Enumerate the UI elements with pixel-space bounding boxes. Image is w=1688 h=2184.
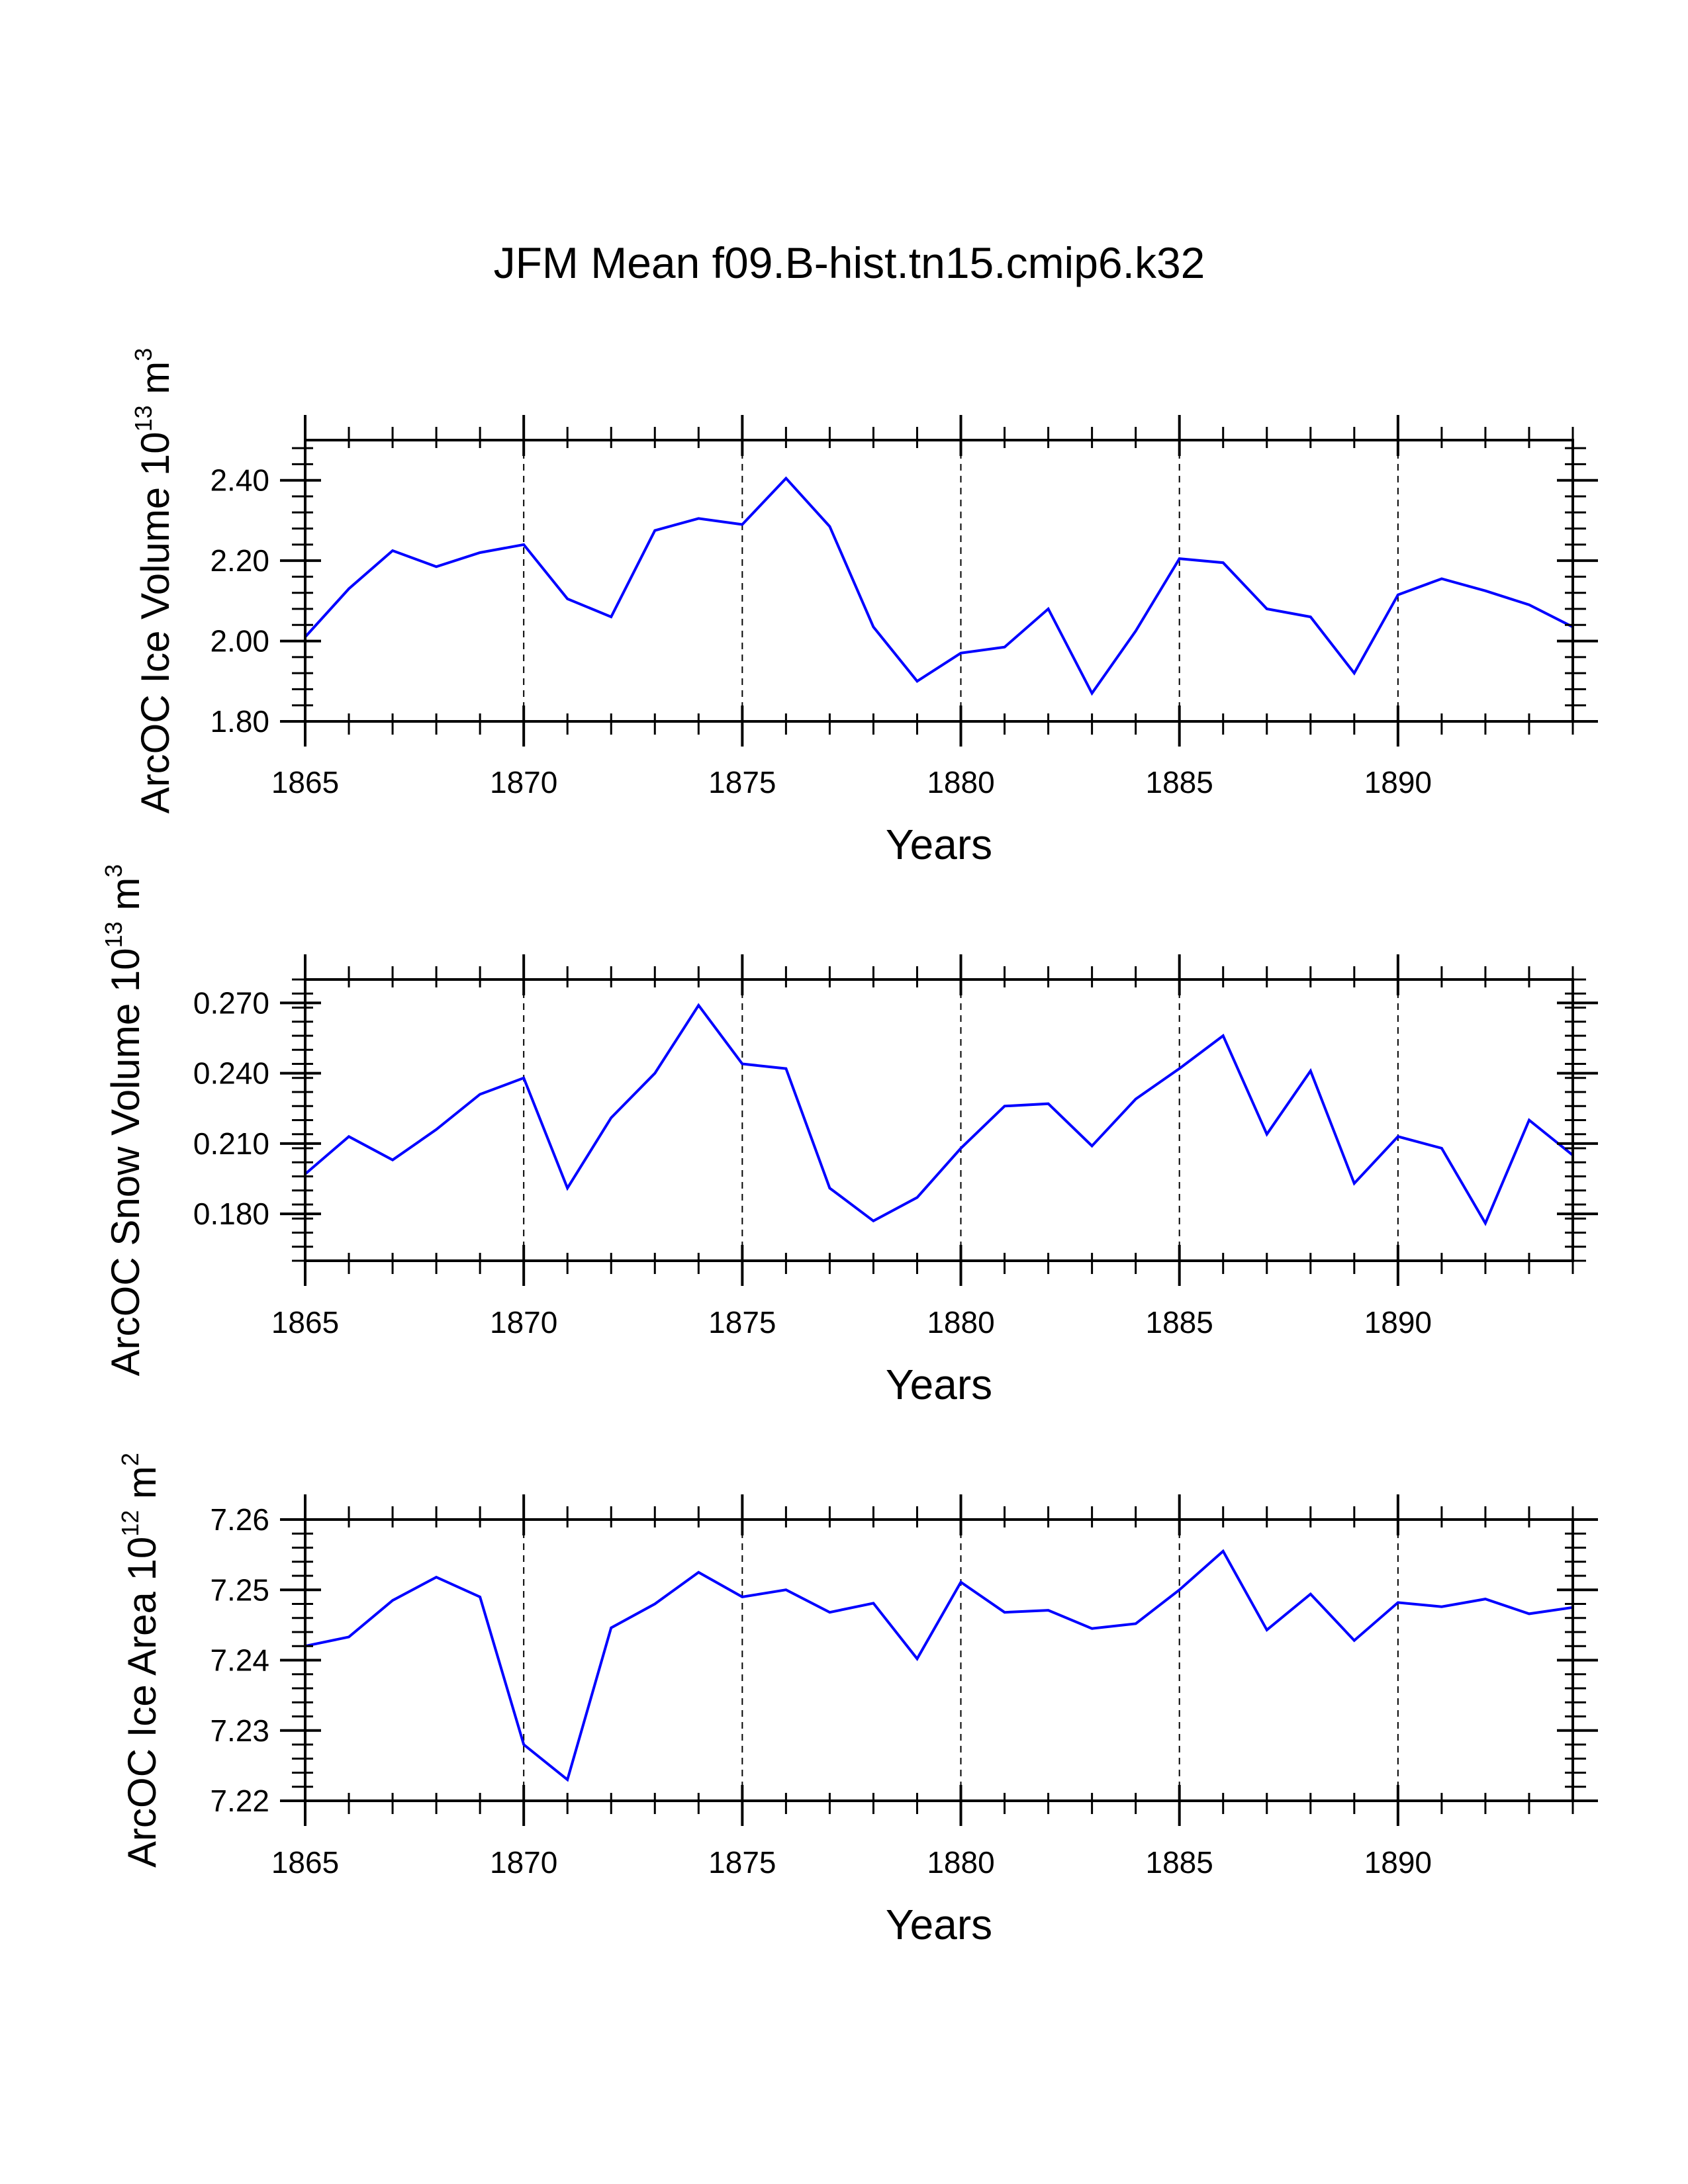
panel-2-ytick-label: 7.25 [210,1572,269,1607]
panel-1-xtick-label: 1875 [708,1305,776,1340]
panel-snow-volume: 0.180 0.210 0.240 0.270 1865 1870 1875 1880 1885… [100,864,1598,1408]
panel-ice-volume: 1.80 2.00 2.20 2.40 1865 1870 1875 1880 1885 1890… [130,348,1598,868]
panel-1-ytick-label: 0.240 [193,1056,269,1091]
panel-0-ytick-label: 2.40 [210,463,269,498]
panel-1-ylabel: ArcOC Snow Volume 1013 m3 [100,864,148,1377]
panel-2-ytick-label: 7.23 [210,1713,269,1748]
panel-2-ytick-label: 7.22 [210,1784,269,1818]
panel-2-ytick-label: 7.26 [210,1502,269,1537]
panel-0-series-line [304,476,1573,696]
panel-2-xtick-label: 1870 [490,1845,557,1880]
panel-0-xtick-label: 1880 [927,765,994,799]
panel-0-xtick-label: 1885 [1146,765,1213,799]
panel-2-xtick-label: 1890 [1364,1845,1432,1880]
panel-1-xtick-label: 1885 [1146,1305,1213,1340]
panel-0-frame [304,439,1574,723]
panel-1-ytick-label: 0.270 [193,985,269,1020]
panel-0-xtick-label: 1865 [271,765,339,799]
panel-2-ytick-label: 7.24 [210,1643,269,1678]
panel-2-xlabel: Years [886,1901,992,1948]
figure-title: JFM Mean f09.B-hist.tn15.cmip6.k32 [494,238,1205,287]
panel-0-ytick-label: 2.00 [210,624,269,659]
panel-1-xtick-label: 1880 [927,1305,994,1340]
panel-2-series-line [305,1549,1573,1782]
panel-1-ytick-label: 0.210 [193,1126,269,1161]
panel-2-xtick-label: 1875 [708,1845,776,1880]
panel-1-ytick-label: 0.180 [193,1197,269,1231]
panel-0-xtick-label: 1870 [490,765,557,799]
panel-2-xtick-label: 1880 [927,1845,994,1880]
panel-1-xlabel: Years [886,1361,992,1408]
panel-0-ytick-label: 2.20 [210,543,269,578]
panel-ice-area: 7.22 7.23 7.24 7.25 7.26 1865 1870 1875 1880 1885… [117,1453,1598,1948]
panel-0-ytick-label: 1.80 [210,704,269,739]
panel-2-xtick-label: 1865 [271,1845,339,1880]
panel-2-ylabel: ArcOC Ice Area 1012 m2 [117,1453,164,1868]
panel-1-xtick-label: 1890 [1364,1305,1432,1340]
panel-1-xtick-label: 1865 [271,1305,339,1340]
panel-2-xtick-label: 1885 [1146,1845,1213,1880]
panel-0-xtick-label: 1890 [1364,765,1432,799]
panel-0-xtick-label: 1875 [708,765,776,799]
panel-0-xlabel: Years [886,821,992,868]
panel-1-series-line [304,1003,1574,1226]
panel-1-xtick-label: 1870 [490,1305,557,1340]
panel-0-ylabel: ArcOC Ice Volume 1013 m3 [130,348,177,814]
